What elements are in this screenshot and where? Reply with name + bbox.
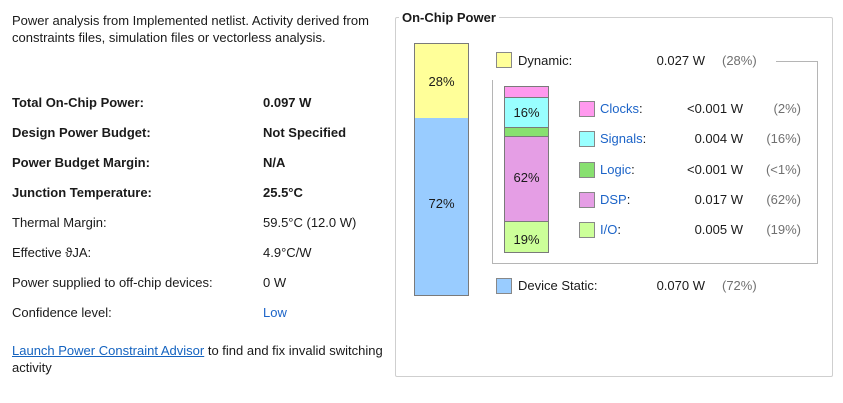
static-label: Device Static: [518, 278, 598, 293]
logic-link[interactable]: Logic [600, 162, 632, 177]
logic-value: <0.001 W [686, 162, 743, 177]
signals-percent: (16%) [766, 131, 801, 146]
dynamic-bar-segment: 28% [414, 43, 469, 119]
dsp-link[interactable]: DSP [600, 192, 627, 207]
signals-bar-label: 16% [513, 105, 540, 120]
logic-label-wrap[interactable]: Logic: [600, 162, 635, 177]
io-label-wrap[interactable]: I/O: [600, 222, 621, 237]
logic-swatch [579, 162, 595, 178]
dynamic-percent: (28%) [722, 53, 757, 68]
confidence-level-link[interactable]: Low [263, 305, 287, 320]
io-bar-segment: 19% [504, 221, 549, 253]
signals-label-wrap[interactable]: Signals: [600, 131, 647, 146]
clocks-value: <0.001 W [686, 101, 743, 116]
static-value: 0.070 W [656, 278, 705, 293]
dsp-bar-segment: 62% [504, 136, 549, 221]
static-bar-label: 72% [428, 196, 455, 211]
logic-bar-segment [504, 127, 549, 136]
dynamic-value: 0.027 W [656, 53, 705, 68]
static-percent: (72%) [722, 278, 757, 293]
summary-row-off-chip: Power supplied to off-chip devices: 0 W [12, 275, 287, 290]
signals-link[interactable]: Signals [600, 131, 643, 146]
dsp-label-wrap[interactable]: DSP: [600, 192, 631, 207]
dsp-percent: (62%) [766, 192, 801, 207]
power-summary: Power analysis from Implemented netlist.… [12, 0, 387, 403]
static-bar-segment: 72% [414, 118, 469, 296]
summary-row-junction-temp: Junction Temperature: 25.5°C [12, 185, 303, 200]
dynamic-connector [776, 61, 818, 62]
io-link[interactable]: I/O [600, 222, 618, 237]
advisor-footer: Launch Power Constraint Advisor to find … [12, 342, 392, 376]
dsp-swatch [579, 192, 595, 208]
dsp-bar-label: 62% [513, 169, 540, 185]
launch-power-constraint-advisor-link[interactable]: Launch Power Constraint Advisor [12, 343, 205, 358]
summary-row-confidence: Confidence level: Low [12, 305, 287, 320]
dynamic-swatch [496, 52, 512, 68]
io-bar-label: 19% [513, 231, 540, 247]
signals-bar-segment: 16% [504, 97, 549, 127]
clocks-link[interactable]: Clocks [600, 101, 640, 116]
summary-row-total-power: Total On-Chip Power: 0.097 W [12, 95, 312, 110]
clocks-label-wrap[interactable]: Clocks: [600, 101, 643, 116]
summary-row-theta-ja: Effective ϑJA: 4.9°C/W [12, 245, 312, 260]
summary-row-thermal-margin: Thermal Margin: 59.5°C (12.0 W) [12, 215, 357, 230]
clocks-bar-segment [504, 86, 549, 98]
advisor-footer-text: to find and fix invalid switching activi… [12, 343, 383, 375]
signals-value: 0.004 W [694, 131, 743, 146]
io-swatch [579, 222, 595, 238]
dynamic-bracket [817, 61, 818, 264]
clocks-swatch [579, 101, 595, 117]
summary-row-budget: Design Power Budget: Not Specified [12, 125, 347, 140]
logic-percent: (<1%) [765, 162, 801, 177]
static-swatch [496, 278, 512, 294]
dynamic-bracket-left [492, 80, 493, 264]
on-chip-power-panel [395, 17, 833, 377]
io-percent: (19%) [766, 222, 801, 237]
dsp-value: 0.017 W [694, 192, 743, 207]
io-value: 0.005 W [694, 222, 743, 237]
dynamic-label: Dynamic: [518, 53, 573, 68]
summary-intro: Power analysis from Implemented netlist.… [12, 13, 369, 45]
summary-row-budget-margin: Power Budget Margin: N/A [12, 155, 286, 170]
signals-swatch [579, 131, 595, 147]
on-chip-power-title: On-Chip Power [399, 10, 499, 25]
clocks-percent: (2%) [773, 101, 801, 116]
dynamic-bracket-bottom [492, 263, 818, 264]
dynamic-bar-label: 28% [428, 73, 455, 89]
